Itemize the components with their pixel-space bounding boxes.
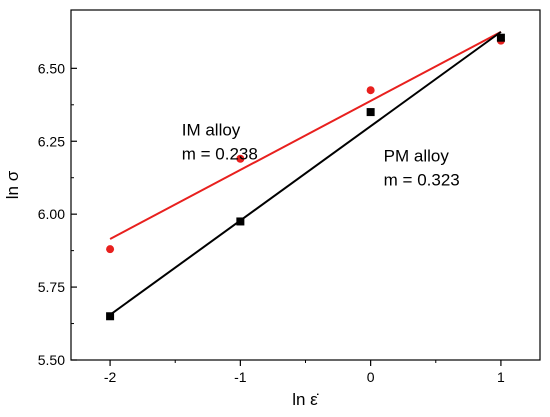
x-axis-label: ln ε̇ [292, 390, 319, 409]
square-point [496, 33, 505, 42]
annotation-text: m = 0.238 [182, 144, 258, 163]
annotation-text: m = 0.323 [384, 171, 460, 190]
x-axis-ticks: -2 -1 0 1 [104, 360, 505, 385]
circle-point [106, 245, 115, 254]
circle-point [366, 86, 375, 95]
square-point [236, 217, 245, 226]
fit-line [109, 31, 502, 316]
square-point [106, 312, 115, 321]
annotation-text: PM alloy [384, 147, 450, 166]
data-points [106, 33, 505, 321]
x-tick-label: -1 [234, 369, 247, 385]
annotations: IM alloy m = 0.238 PM alloy m = 0.323 [182, 120, 460, 189]
y-axis-ticks: 5.50 5.75 6.00 6.25 6.50 [38, 60, 77, 368]
y-tick-label: 6.00 [38, 206, 65, 222]
x-tick-label: -2 [104, 369, 117, 385]
square-point [366, 108, 375, 117]
y-tick-label: 5.50 [38, 352, 65, 368]
fit-line [109, 30, 502, 240]
circle-point [236, 154, 245, 163]
annotation-text: IM alloy [182, 120, 241, 139]
y-tick-label: 5.75 [38, 279, 65, 295]
fit-lines [109, 30, 502, 316]
plot-frame [70, 9, 541, 361]
x-tick-label: 0 [367, 369, 375, 385]
y-axis-label: ln σ [3, 170, 22, 199]
y-tick-label: 6.25 [38, 133, 65, 149]
y-tick-label: 6.50 [38, 60, 65, 76]
x-tick-label: 1 [497, 369, 505, 385]
